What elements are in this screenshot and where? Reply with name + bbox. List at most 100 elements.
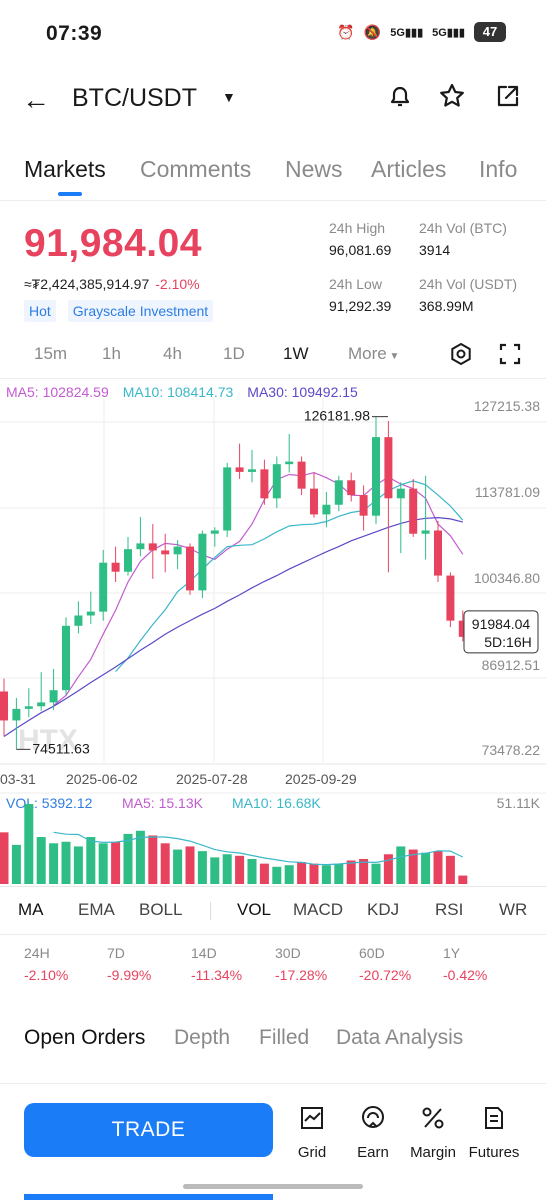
caret-down-icon[interactable]: ▼ <box>222 89 236 105</box>
ma-legend: MA5: 102824.59 MA10: 108414.73 MA30: 109… <box>6 384 358 400</box>
chart-annotations: 126181.98 74511.63 91984.04 5D:16H <box>16 408 539 756</box>
candle-body <box>446 575 455 621</box>
interval-1h[interactable]: 1h <box>102 344 121 363</box>
candle-body <box>396 488 405 499</box>
volume-bar <box>210 857 220 884</box>
low-marker-label: 74511.63 <box>32 740 90 756</box>
tab-news[interactable]: News <box>285 156 343 182</box>
tab-data-analysis[interactable]: Data Analysis <box>336 1026 464 1049</box>
candle-body <box>86 611 95 616</box>
tag-list: Hot Grayscale Investment <box>24 300 214 322</box>
futures-icon <box>464 1104 524 1134</box>
interval-more[interactable]: More ▼ <box>348 344 400 363</box>
home-indicator[interactable] <box>183 1184 363 1189</box>
date-axis-label: 2025-06-02 <box>66 771 138 787</box>
candle-body <box>285 461 294 465</box>
vol-ma10-label: MA10: 16.68K <box>232 795 321 811</box>
interval-4h[interactable]: 4h <box>163 344 182 363</box>
price-axis-label: 100346.80 <box>474 570 540 586</box>
volume-axis-label: 51.11K <box>497 795 541 811</box>
volume-bar <box>123 833 133 884</box>
candle-body <box>24 706 33 709</box>
fullscreen-icon[interactable] <box>498 342 522 371</box>
status-bar: 07:39 ⏰ 🔕 5G▮▮▮ 5G▮▮▮ 47 <box>0 0 546 66</box>
indicator-rsi[interactable]: RSI <box>435 900 464 919</box>
candle-body <box>99 562 108 612</box>
volume-bar <box>458 875 468 884</box>
candle-body <box>434 530 442 576</box>
indicator-macd[interactable]: MACD <box>293 900 344 919</box>
tab-open-orders[interactable]: Open Orders <box>24 1026 146 1049</box>
htx-watermark: HTX <box>18 724 78 757</box>
candle-body <box>198 533 207 591</box>
star-icon[interactable] <box>438 82 466 117</box>
volume-bar <box>73 846 83 884</box>
volume-bar <box>297 862 307 884</box>
price-axis-label: 73478.22 <box>482 742 541 758</box>
header: ← BTC/USDT ▼ <box>0 76 546 122</box>
bell-icon[interactable] <box>386 82 414 117</box>
indicator-vol[interactable]: VOL <box>237 900 272 919</box>
indicator-ma[interactable]: MA <box>18 900 44 919</box>
back-arrow-icon[interactable]: ← <box>22 84 50 115</box>
chart-top-border <box>0 378 546 379</box>
futures-action[interactable]: Futures <box>464 1104 524 1161</box>
interval-1d[interactable]: 1D <box>223 344 245 363</box>
candle-body <box>136 543 145 550</box>
candle-body <box>124 549 132 572</box>
candlestick-chart[interactable]: 127215.38 113781.09 100346.80 86912.51 73478… <box>0 378 546 886</box>
candle-body <box>37 702 46 707</box>
date-axis-label: 2025-09-29 <box>285 771 357 787</box>
last-price-box <box>463 610 539 654</box>
trade-button[interactable]: TRADE <box>24 1103 273 1157</box>
tag-grayscale[interactable]: Grayscale Investment <box>67 300 214 322</box>
tab-articles[interactable]: Articles <box>371 156 447 182</box>
alarm-icon: ⏰ <box>337 23 355 40</box>
volume-bar <box>135 830 145 884</box>
perf-1y: 1Y -0.42% <box>443 945 488 983</box>
candle-body <box>148 543 157 551</box>
tab-info[interactable]: Info <box>479 156 518 182</box>
share-icon[interactable] <box>494 82 522 117</box>
status-time: 07:39 <box>46 22 103 45</box>
volume-bar <box>36 837 46 884</box>
indicator-wr[interactable]: WR <box>499 900 528 919</box>
interval-1w[interactable]: 1W <box>283 344 309 363</box>
candle-body <box>223 467 232 531</box>
margin-action[interactable]: Margin <box>403 1104 463 1161</box>
chart-grid: 127215.38 113781.09 100346.80 86912.51 73478… <box>0 398 546 794</box>
candle-body <box>272 464 281 499</box>
watermark-text: HTX <box>18 724 78 757</box>
volume-bar <box>185 846 195 884</box>
indicator-boll[interactable]: BOLL <box>139 900 183 919</box>
tag-hot[interactable]: Hot <box>24 300 56 322</box>
volume-ma-line <box>53 831 464 866</box>
candle-body <box>161 550 170 555</box>
ma5-label: MA5: 102824.59 <box>6 384 109 400</box>
volume-bar <box>321 865 331 884</box>
earn-action[interactable]: Earn <box>343 1104 403 1161</box>
indicator-kdj[interactable]: KDJ <box>367 900 400 919</box>
ma-line-ma5 <box>53 471 464 707</box>
grid-action[interactable]: Grid <box>282 1104 342 1161</box>
stat-24h-high: 24h High 96,081.69 <box>329 220 392 258</box>
candle-body <box>322 504 331 515</box>
peek-banner <box>24 1194 273 1200</box>
tab-markets[interactable]: Markets <box>24 156 106 182</box>
tab-comments[interactable]: Comments <box>140 156 252 182</box>
candle-body <box>372 437 380 516</box>
settings-icon[interactable] <box>449 342 473 371</box>
earn-icon <box>343 1104 403 1134</box>
indicator-ema[interactable]: EMA <box>78 900 115 919</box>
candle-body <box>409 488 418 534</box>
tab-depth[interactable]: Depth <box>174 1026 231 1049</box>
pair-title[interactable]: BTC/USDT <box>72 84 197 112</box>
volume-bar <box>433 851 443 884</box>
interval-15m[interactable]: 15m <box>34 344 68 363</box>
status-icons: ⏰ 🔕 5G▮▮▮ 5G▮▮▮ 47 <box>337 22 506 42</box>
tab-filled[interactable]: Filled <box>259 1026 310 1049</box>
candle-body <box>347 480 356 496</box>
price-axis-label: 113781.09 <box>475 484 540 500</box>
candle-body <box>458 620 467 637</box>
